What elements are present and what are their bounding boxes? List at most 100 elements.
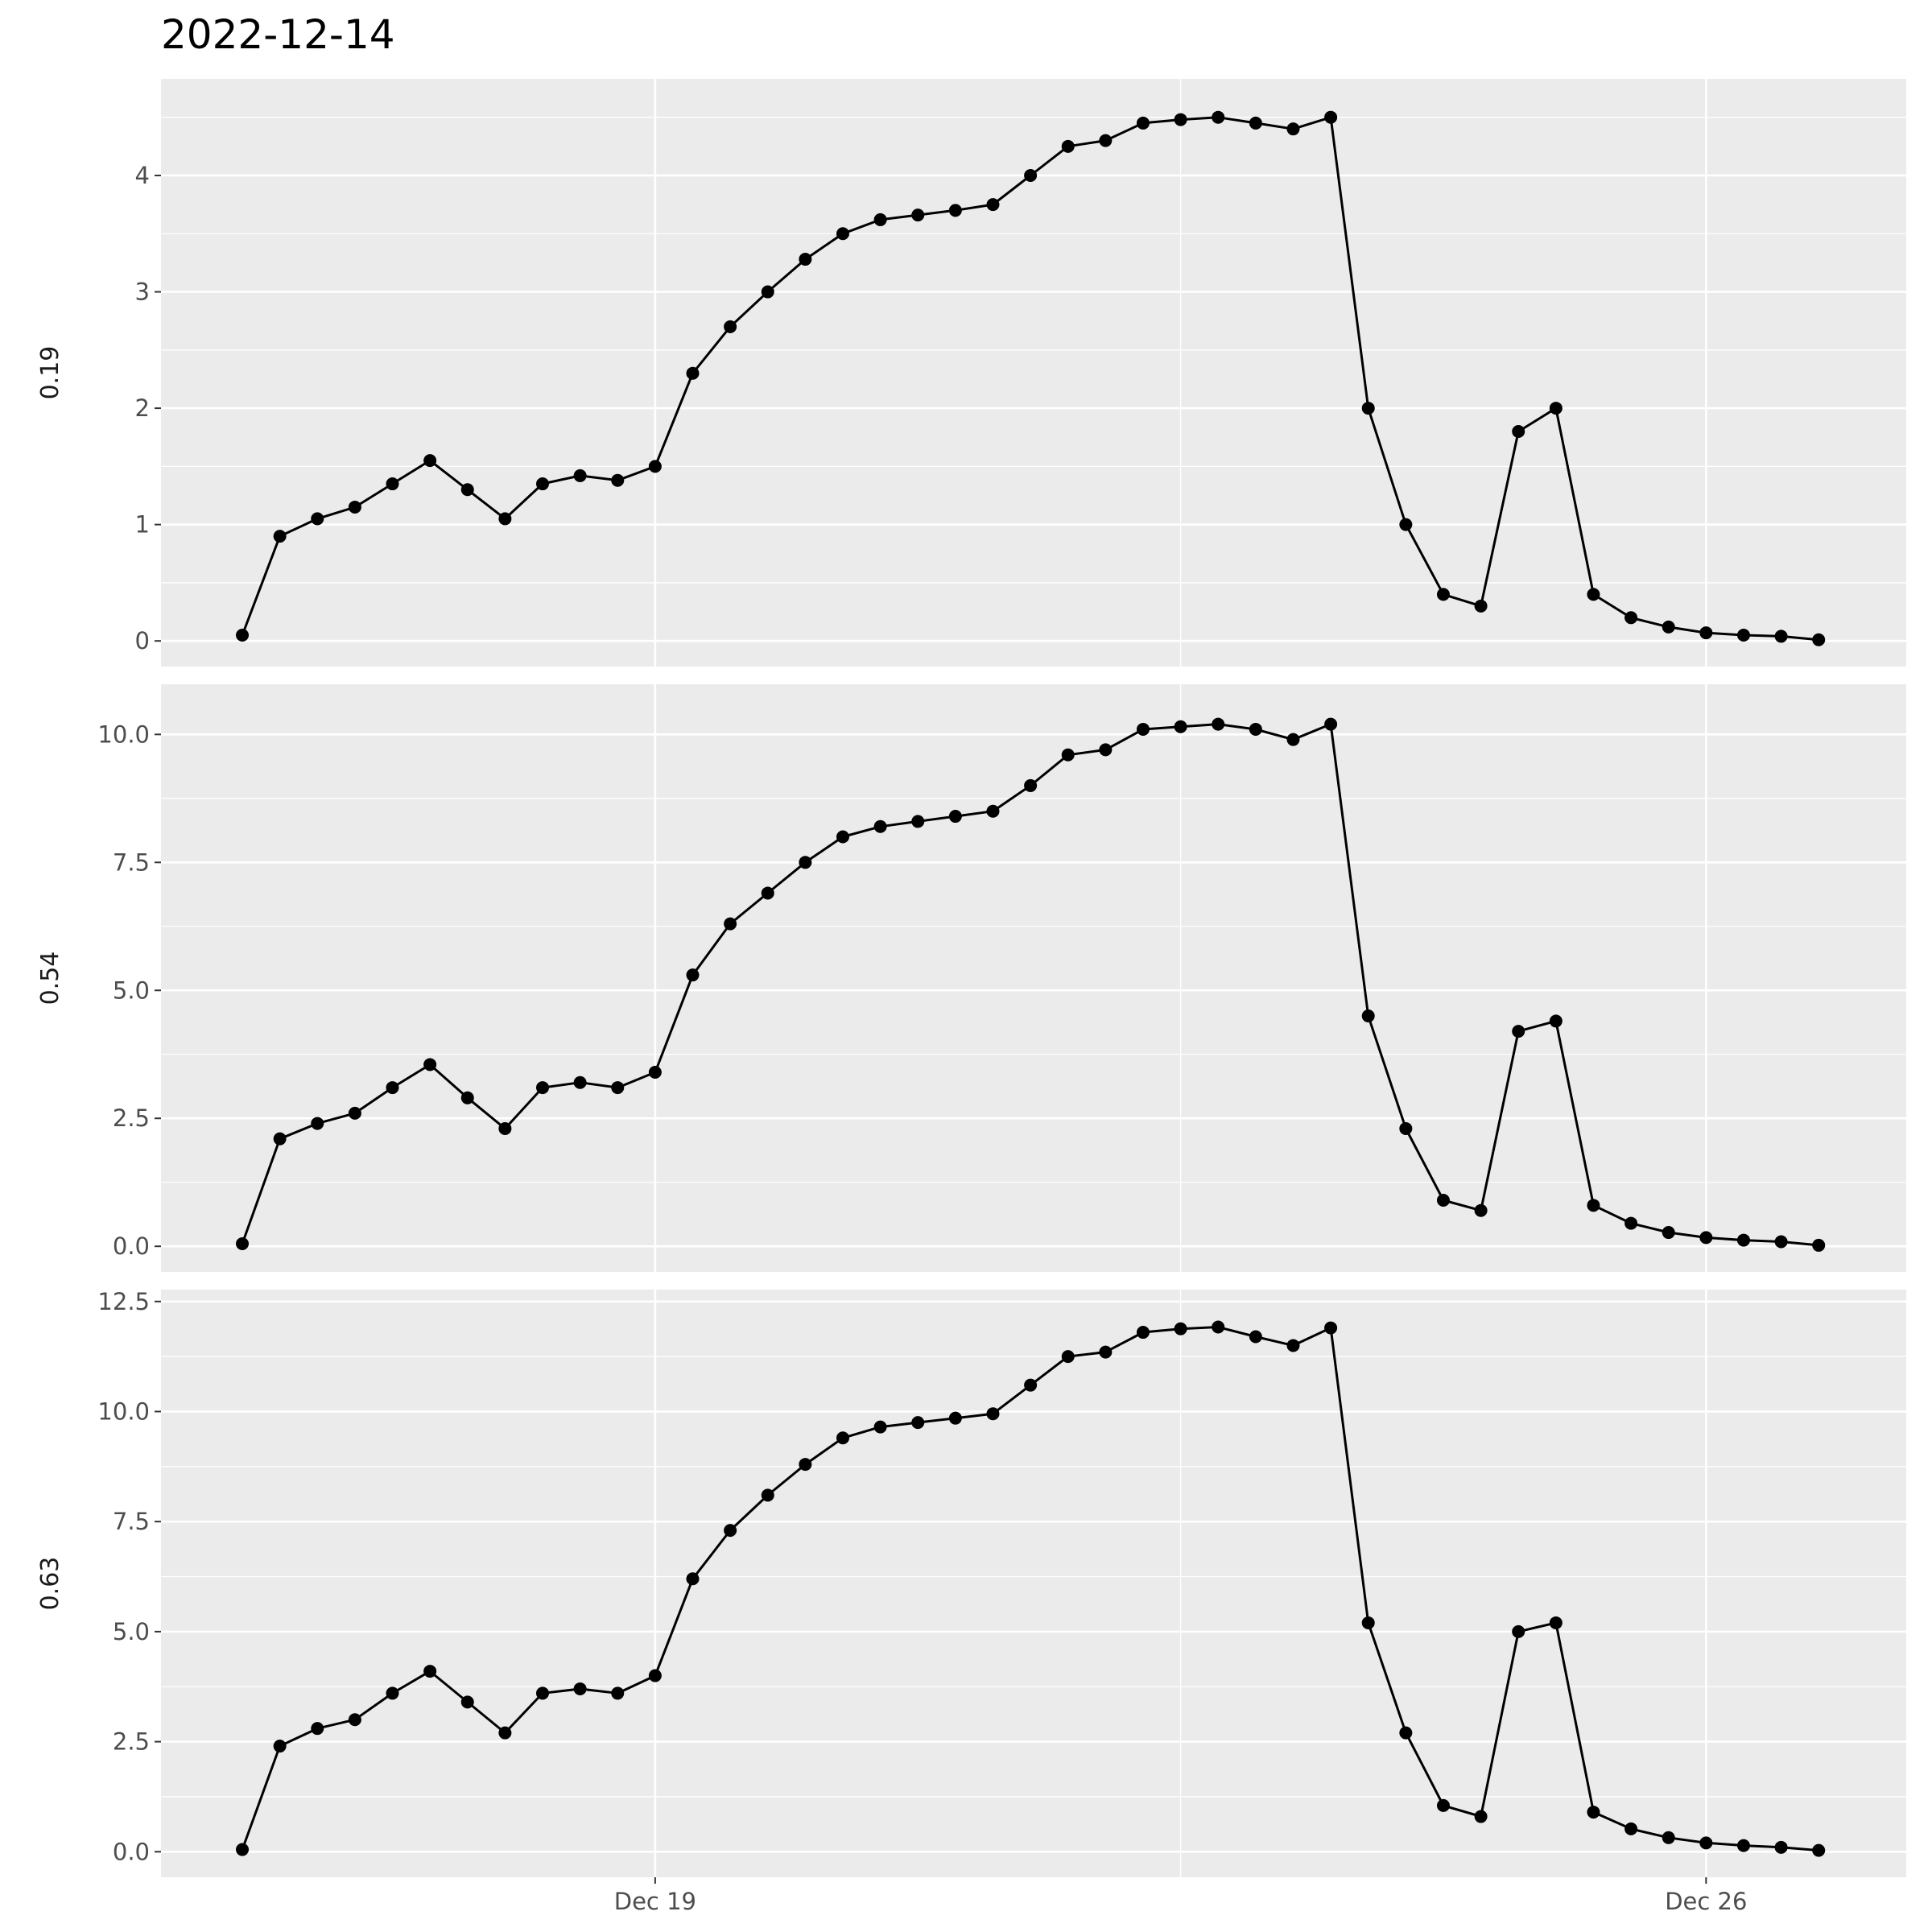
data-point bbox=[1474, 1203, 1488, 1217]
data-point bbox=[1286, 1339, 1300, 1352]
data-point bbox=[311, 1722, 324, 1736]
data-point bbox=[573, 1682, 587, 1695]
data-point bbox=[948, 204, 962, 217]
data-point bbox=[311, 512, 324, 526]
y-tick-label: 10.0 bbox=[97, 1397, 150, 1425]
data-point bbox=[724, 320, 737, 333]
data-point bbox=[236, 628, 250, 642]
data-point bbox=[1212, 717, 1225, 731]
data-point bbox=[1812, 633, 1826, 646]
panel-background bbox=[161, 1290, 1906, 1877]
data-point bbox=[1099, 1345, 1113, 1359]
data-point bbox=[873, 1420, 887, 1434]
data-point bbox=[1699, 1836, 1713, 1850]
data-point bbox=[386, 1686, 399, 1700]
data-point bbox=[1812, 1238, 1826, 1252]
data-point bbox=[1286, 733, 1300, 746]
data-point bbox=[724, 917, 737, 931]
data-point bbox=[460, 483, 474, 497]
data-point bbox=[948, 1411, 962, 1425]
data-point bbox=[536, 1686, 550, 1700]
y-tick-label: 0 bbox=[135, 627, 150, 654]
data-point bbox=[498, 1726, 512, 1740]
data-point bbox=[1061, 748, 1075, 762]
data-point bbox=[1512, 425, 1525, 438]
facet-panel: 0.0 2.5 5.0 7.5 10.0 12.5 0.63 bbox=[36, 1288, 1906, 1877]
data-point bbox=[761, 285, 774, 299]
data-point bbox=[686, 366, 700, 380]
data-point bbox=[611, 1081, 625, 1095]
data-point bbox=[536, 477, 550, 491]
data-point bbox=[536, 1081, 550, 1095]
y-tick-label: 2.5 bbox=[113, 1104, 150, 1132]
data-point bbox=[761, 1488, 774, 1502]
data-point bbox=[1174, 720, 1187, 733]
y-tick-label: 5.0 bbox=[113, 1618, 150, 1645]
data-point bbox=[1099, 134, 1113, 147]
data-point bbox=[1774, 1235, 1788, 1249]
data-point bbox=[724, 1524, 737, 1538]
data-point bbox=[1474, 599, 1488, 613]
data-point bbox=[648, 460, 662, 473]
data-point bbox=[1774, 630, 1788, 643]
data-point bbox=[1736, 628, 1750, 642]
data-point bbox=[1136, 116, 1150, 130]
y-tick-label: 10.0 bbox=[97, 720, 150, 748]
data-point bbox=[1136, 722, 1150, 736]
data-point bbox=[911, 815, 925, 828]
facet-panels: 0 1 2 3 4 0.19 0.0 2.5 5.0 7.5 10.0 0.54 0.0 2.5 5.0 7.… bbox=[36, 79, 1906, 1915]
data-point bbox=[873, 819, 887, 833]
data-point bbox=[1587, 1199, 1600, 1212]
data-point bbox=[836, 830, 849, 844]
data-point bbox=[311, 1117, 324, 1130]
data-point bbox=[1549, 1014, 1563, 1028]
data-point bbox=[273, 530, 287, 543]
data-point bbox=[1399, 1726, 1413, 1740]
y-tick-label: 2 bbox=[135, 394, 150, 422]
data-point bbox=[1249, 116, 1262, 130]
data-point bbox=[573, 1075, 587, 1089]
data-point bbox=[423, 1665, 437, 1678]
data-point bbox=[1361, 402, 1375, 415]
data-point bbox=[686, 968, 700, 982]
data-point bbox=[1399, 1121, 1413, 1135]
y-tick-label: 0.0 bbox=[113, 1232, 150, 1260]
data-point bbox=[799, 856, 812, 869]
x-tick-label: Dec 19 bbox=[614, 1888, 696, 1915]
y-tick-label: 7.5 bbox=[113, 1508, 150, 1535]
facet-panel: 0.0 2.5 5.0 7.5 10.0 0.54 bbox=[36, 684, 1906, 1272]
data-point bbox=[273, 1132, 287, 1146]
facet-panel: 0 1 2 3 4 0.19 bbox=[36, 79, 1906, 667]
data-point bbox=[1286, 122, 1300, 136]
data-point bbox=[1324, 1321, 1338, 1335]
data-point bbox=[1587, 1806, 1600, 1819]
data-point bbox=[423, 1058, 437, 1071]
data-point bbox=[1812, 1843, 1826, 1857]
data-point bbox=[761, 886, 774, 900]
data-point bbox=[1249, 1330, 1262, 1344]
data-point bbox=[573, 469, 587, 482]
panel-y-label: 0.19 bbox=[36, 346, 64, 400]
data-point bbox=[1324, 717, 1338, 731]
data-point bbox=[986, 1407, 1000, 1421]
data-point bbox=[460, 1695, 474, 1709]
data-point bbox=[1436, 588, 1450, 601]
data-point bbox=[1212, 110, 1225, 124]
data-point bbox=[1399, 518, 1413, 531]
data-point bbox=[1736, 1233, 1750, 1247]
data-point bbox=[460, 1091, 474, 1104]
data-point bbox=[1174, 1322, 1187, 1335]
data-point bbox=[1361, 1009, 1375, 1023]
y-tick-label: 2.5 bbox=[113, 1728, 150, 1756]
data-point bbox=[948, 810, 962, 824]
data-point bbox=[1361, 1616, 1375, 1629]
y-tick-label: 4 bbox=[135, 162, 150, 189]
data-point bbox=[1699, 1231, 1713, 1245]
panel-y-label: 0.63 bbox=[36, 1557, 64, 1611]
data-point bbox=[348, 500, 361, 514]
panel-background bbox=[161, 79, 1906, 667]
data-point bbox=[1549, 1616, 1563, 1629]
data-point bbox=[799, 253, 812, 266]
data-point bbox=[686, 1572, 700, 1586]
